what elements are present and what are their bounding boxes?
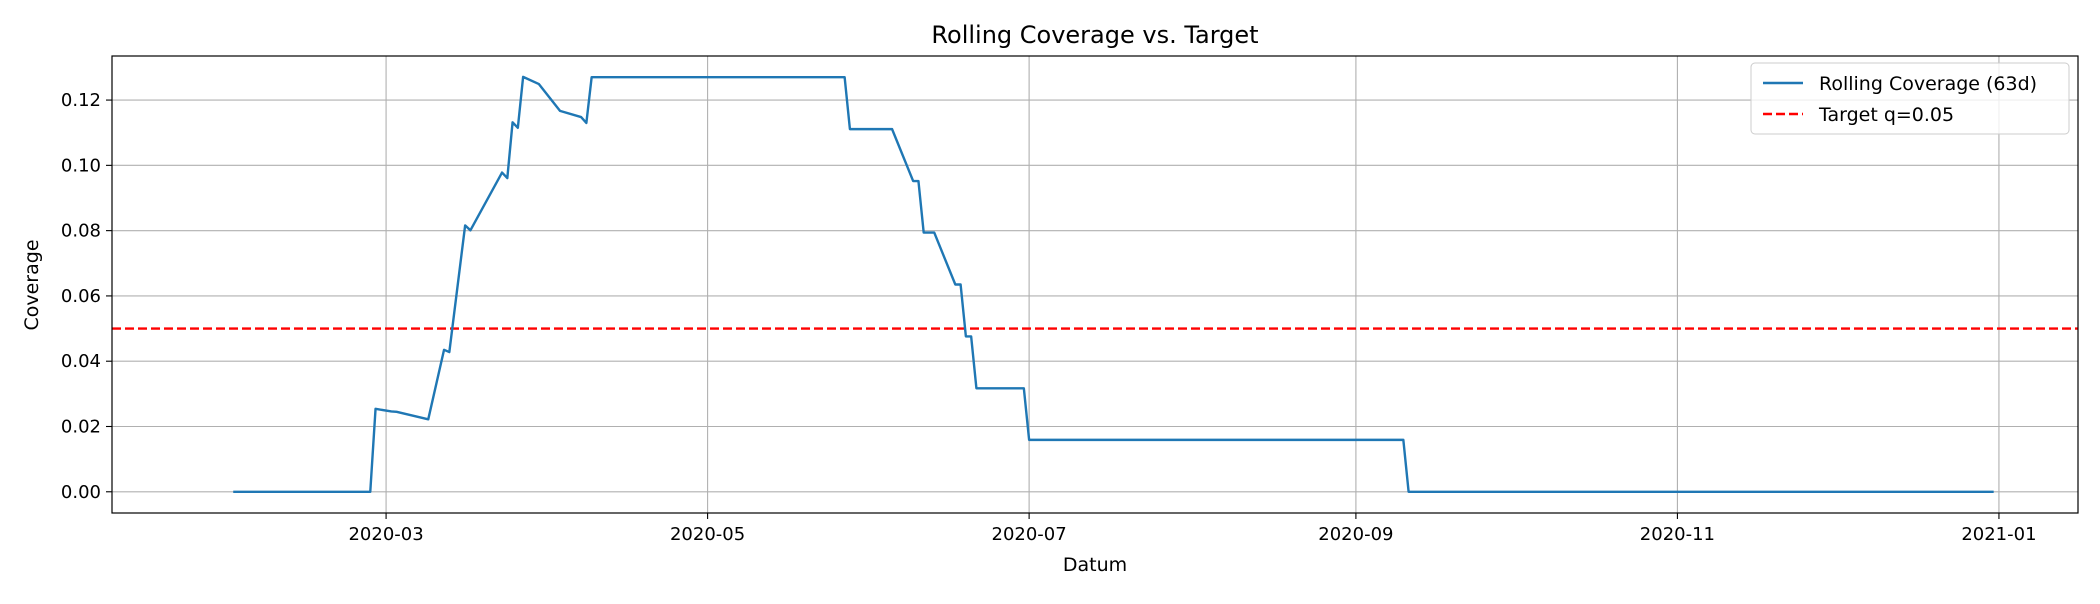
chart-legend: Rolling Coverage (63d) Target q=0.05 — [1750, 62, 2070, 135]
y-tick-label: 0.12 — [61, 90, 101, 111]
x-tick-label: 2020-03 — [348, 524, 423, 545]
x-axis-label: Datum — [1063, 554, 1127, 576]
x-tick-label: 2020-05 — [670, 524, 745, 545]
x-tick-label: 2020-07 — [992, 524, 1067, 545]
y-tick-label: 0.06 — [61, 286, 101, 307]
series-line-rolling-coverage — [233, 75, 1994, 493]
legend-label-rolling-coverage: Rolling Coverage (63d) — [1819, 73, 2037, 95]
x-axis-ticks: 2020-03 2020-05 2020-07 2020-09 2020-11 2021-… — [348, 513, 2037, 545]
y-tick-label: 0.00 — [61, 482, 101, 503]
plot-area-frame — [111, 55, 2079, 514]
x-tick-label: 2020-11 — [1640, 524, 1715, 545]
y-axis-ticks: 0.00 0.02 0.04 0.06 0.08 0.10 0.12 — [61, 90, 112, 503]
y-tick-label: 0.02 — [61, 416, 101, 437]
chart-title: Rolling Coverage vs. Target — [931, 21, 1258, 49]
legend-box — [1750, 62, 2070, 135]
x-tick-label: 2020-09 — [1318, 524, 1393, 545]
y-tick-label: 0.10 — [61, 155, 101, 176]
y-tick-label: 0.08 — [61, 221, 101, 242]
x-tick-label: 2021-01 — [1961, 524, 2036, 545]
y-tick-label: 0.04 — [61, 351, 101, 372]
y-axis-label: Coverage — [21, 239, 43, 330]
data-series — [233, 75, 1994, 493]
legend-label-target: Target q=0.05 — [1818, 104, 1954, 126]
